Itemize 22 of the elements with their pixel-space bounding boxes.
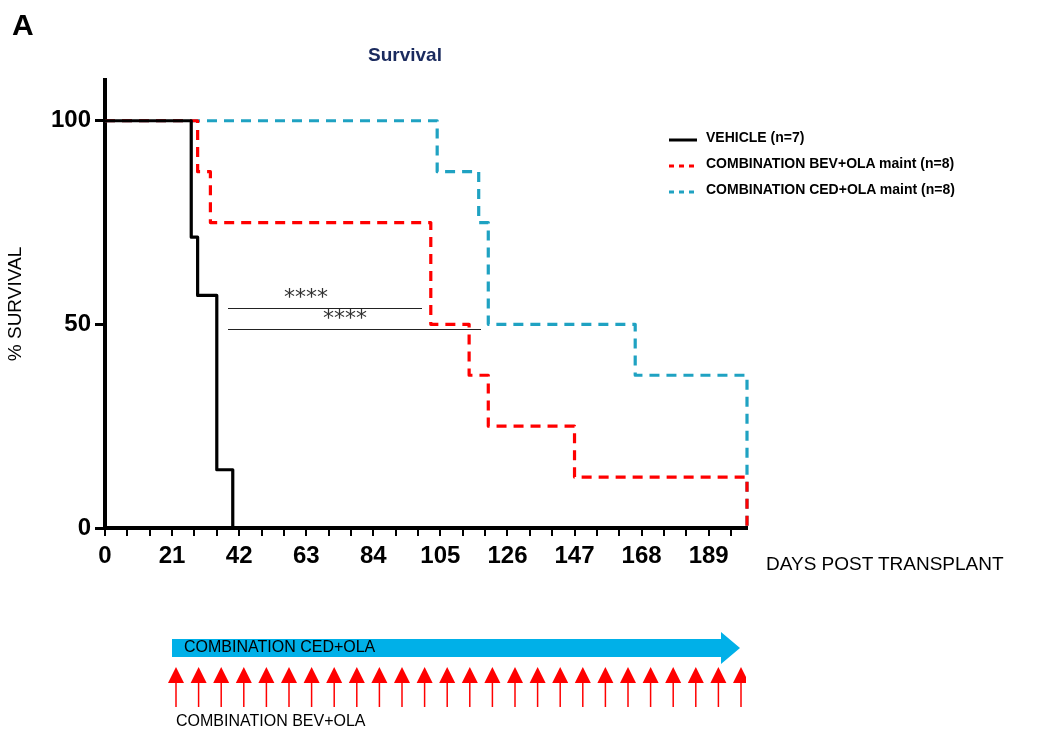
chart-title: Survival: [367, 44, 443, 66]
y-tick-label: 100: [50, 105, 91, 133]
x-tick-label: 168: [621, 541, 662, 569]
x-tick-label: 21: [158, 541, 186, 569]
x-axis-title: DAYS POST TRANSPLANT: [766, 553, 1004, 575]
x-tick-label: 147: [554, 541, 595, 569]
legend-label: COMBINATION CED+OLA maint (n=8): [706, 181, 955, 197]
x-tick-label: 42: [225, 541, 253, 569]
x-tick-label: 105: [420, 541, 461, 569]
y-tick-label: 50: [64, 308, 91, 336]
x-tick-label: 0: [98, 541, 112, 569]
x-tick-label: 189: [688, 541, 729, 569]
legend-label: COMBINATION BEV+OLA maint (n=8): [706, 155, 955, 171]
y-axis-title: % SURVIVAL: [3, 246, 25, 362]
text: COMBINATION BEV+OLA: [176, 712, 366, 730]
x-tick-label: 126: [487, 541, 528, 569]
text: A: [12, 8, 34, 42]
text: COMBINATION CED+OLA: [184, 638, 376, 656]
x-tick-label: 63: [292, 541, 320, 569]
legend-label: VEHICLE (n=7): [706, 129, 805, 145]
x-tick-label: 84: [359, 541, 388, 569]
y-tick-label: 0: [77, 512, 91, 540]
